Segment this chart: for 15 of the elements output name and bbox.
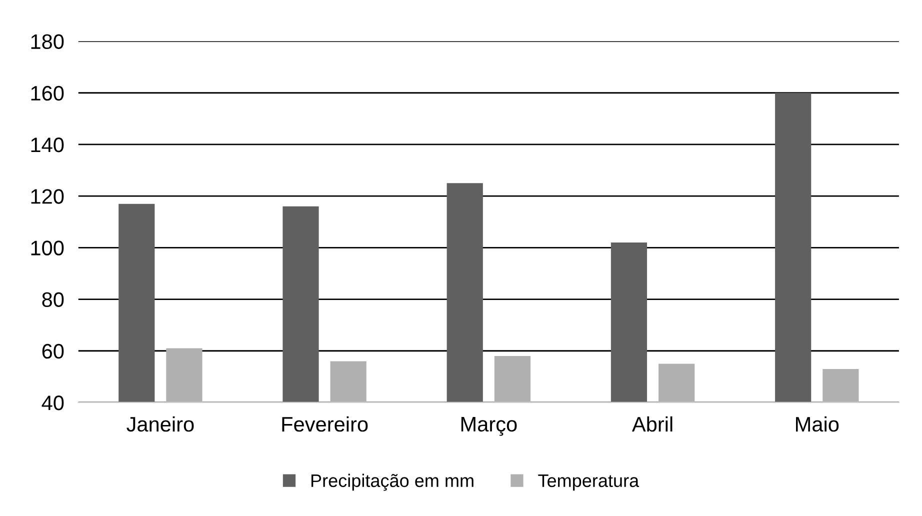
legend-label: Precipitação em mm: [311, 474, 474, 491]
x-tick-label: Maio: [796, 416, 839, 432]
x-tick-label: Abril: [632, 416, 672, 432]
y-tick-label: 140: [31, 137, 64, 152]
y-tick-label: 160: [31, 86, 64, 101]
legend-label: Temperatura: [538, 474, 640, 491]
x-tick-label: Fevereiro: [282, 416, 368, 432]
y-tick-label: 40: [42, 395, 64, 410]
x-tick-label: Março: [461, 417, 517, 436]
y-tick-label: 120: [31, 189, 64, 204]
y-tick-label: 80: [42, 292, 64, 308]
y-tick-label: 180: [31, 34, 64, 50]
y-tick-label: 60: [42, 344, 64, 359]
x-tick-label: Janeiro: [126, 416, 194, 432]
y-tick-label: 100: [31, 240, 64, 256]
